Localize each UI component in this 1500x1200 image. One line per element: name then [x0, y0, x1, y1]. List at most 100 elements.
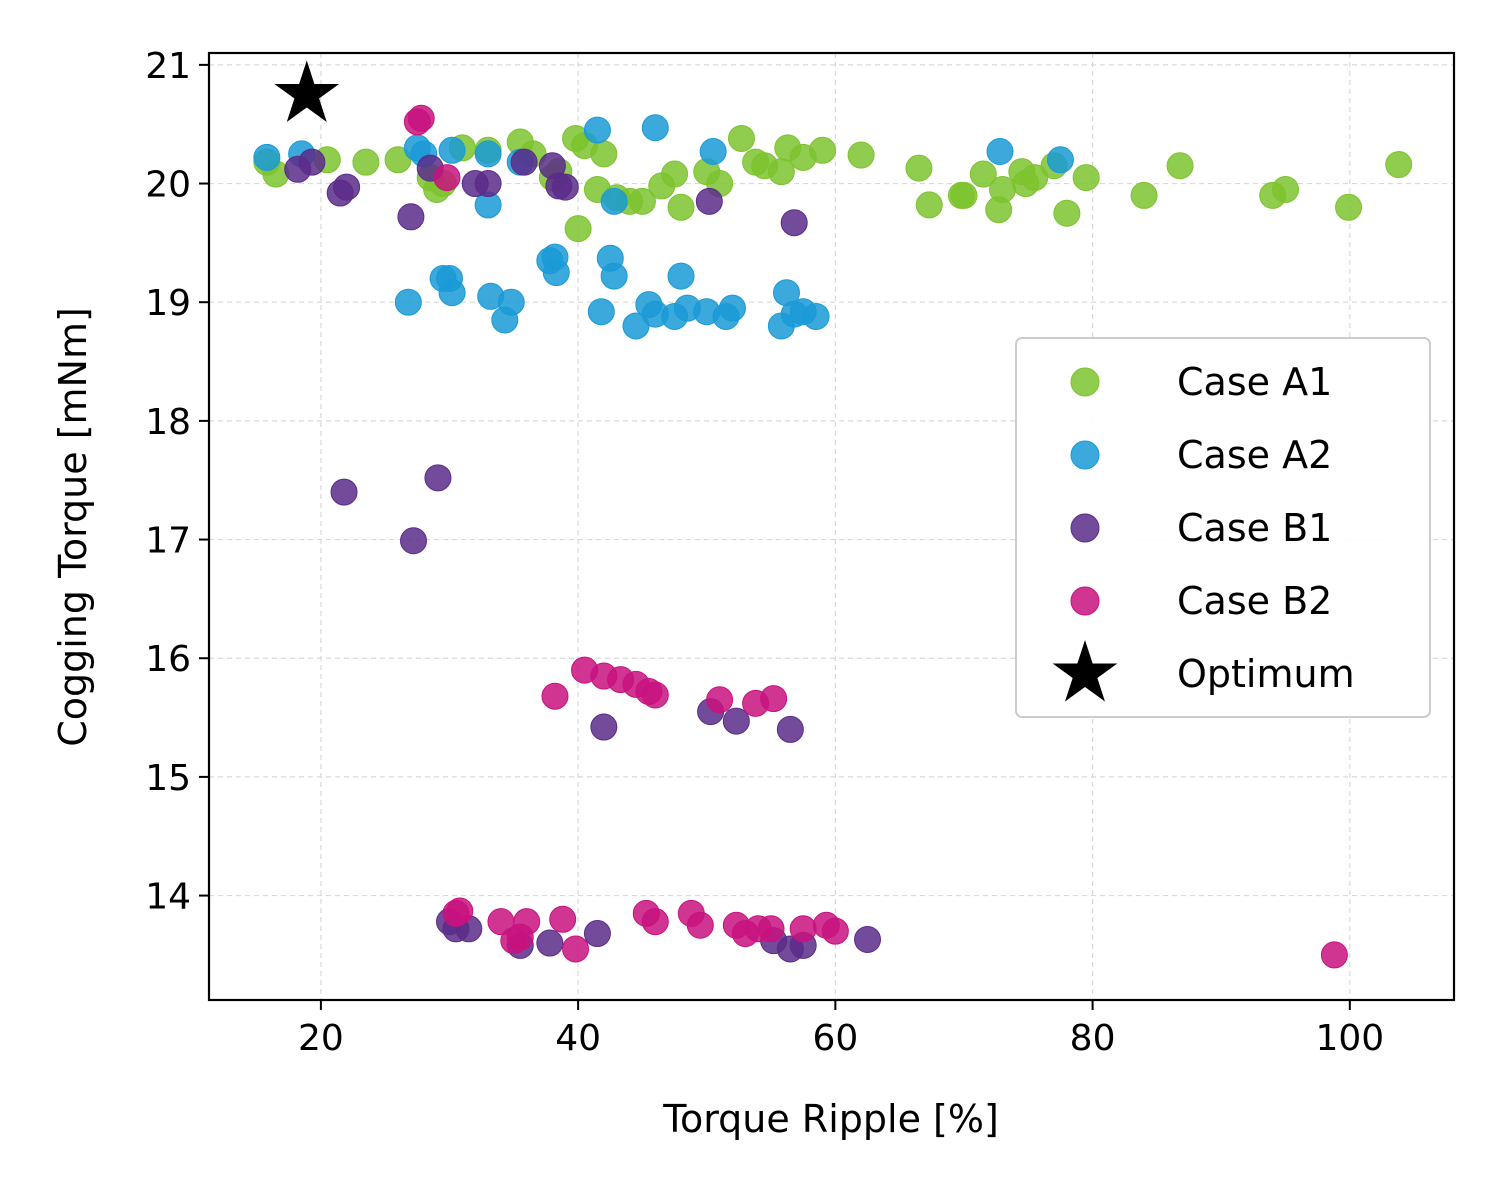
data-point — [802, 302, 830, 330]
y-tick-label: 20 — [145, 165, 191, 206]
y-tick-label: 16 — [145, 639, 191, 680]
data-point — [667, 193, 695, 221]
data-point — [541, 682, 569, 710]
data-point — [474, 170, 502, 198]
data-point — [969, 160, 997, 188]
data-point — [1046, 146, 1074, 174]
y-tick-label: 15 — [145, 758, 191, 799]
data-point — [399, 527, 427, 555]
data-point — [661, 160, 689, 188]
data-point — [600, 187, 628, 215]
data-point — [847, 141, 875, 169]
legend-item: Case A2 — [1070, 433, 1332, 477]
legend-item: Case A1 — [1070, 360, 1332, 404]
data-point — [905, 154, 933, 182]
data-point — [628, 187, 656, 215]
data-point — [915, 191, 943, 219]
data-point — [986, 137, 1014, 165]
data-point — [600, 262, 628, 290]
data-point — [330, 478, 358, 506]
data-point — [641, 681, 669, 709]
x-tick-label: 20 — [298, 1018, 344, 1059]
data-point — [583, 920, 611, 948]
y-tick-label: 21 — [145, 46, 191, 87]
data-point — [950, 181, 978, 209]
legend-label: Case B2 — [1177, 579, 1332, 623]
data-point — [727, 124, 755, 152]
y-tick-label: 19 — [145, 283, 191, 324]
data-point — [1166, 152, 1194, 180]
data-point — [590, 140, 618, 168]
data-point — [438, 136, 466, 164]
series-optimum — [274, 60, 340, 123]
data-point — [1130, 181, 1158, 209]
legend-item: Case B1 — [1070, 506, 1332, 550]
data-point — [424, 464, 452, 492]
x-tick-label: 80 — [1070, 1018, 1116, 1059]
data-point — [562, 935, 590, 963]
legend-item: Case B2 — [1070, 579, 1332, 623]
data-point — [536, 929, 564, 957]
y-axis-label: Cogging Torque [mNm] — [51, 307, 95, 747]
y-tick-label: 17 — [145, 521, 191, 562]
data-point — [497, 288, 525, 316]
data-points — [253, 60, 1413, 969]
data-point — [641, 908, 669, 936]
data-point — [718, 294, 746, 322]
data-point — [1053, 199, 1081, 227]
data-point — [298, 148, 326, 176]
data-point — [590, 713, 618, 741]
x-tick-label: 40 — [555, 1018, 601, 1059]
data-point — [551, 173, 579, 201]
data-point — [564, 215, 592, 243]
plot-frame — [207, 51, 1456, 1002]
legend-marker — [1070, 513, 1100, 543]
x-axis-label: Torque Ripple [%] — [662, 1097, 999, 1141]
data-point — [776, 715, 804, 743]
data-point — [433, 164, 461, 192]
data-point — [821, 917, 849, 945]
data-point — [394, 288, 422, 316]
data-point — [438, 279, 466, 307]
data-point — [513, 908, 541, 936]
data-point — [474, 140, 502, 168]
data-point — [757, 915, 785, 943]
data-point — [333, 173, 361, 201]
data-point — [808, 136, 836, 164]
data-point — [686, 911, 714, 939]
axis-ticks: 20 40 60 80 100 14 15 16 17 18 19 20 21 — [145, 46, 1384, 1059]
data-point — [1072, 164, 1100, 192]
legend-box — [1015, 337, 1431, 718]
data-point — [1335, 193, 1363, 221]
legend-label: Case B1 — [1177, 506, 1332, 550]
x-tick-label: 100 — [1315, 1018, 1384, 1059]
data-point — [706, 686, 734, 714]
legend-marker — [1070, 586, 1100, 616]
optimum-star — [274, 60, 340, 123]
data-point — [780, 209, 808, 237]
legend-label: Optimum — [1177, 652, 1355, 696]
legend-item: Optimum — [1052, 640, 1355, 702]
data-point — [583, 116, 611, 144]
data-point — [789, 915, 817, 943]
data-point — [695, 187, 723, 215]
data-point — [549, 905, 577, 933]
data-point — [667, 262, 695, 290]
series-case-b2 — [403, 104, 1348, 969]
legend-label: Case A1 — [1177, 360, 1332, 404]
data-point — [542, 259, 570, 287]
x-tick-label: 60 — [812, 1018, 858, 1059]
data-point — [699, 137, 727, 165]
data-point — [767, 158, 795, 186]
data-point — [587, 298, 615, 326]
data-point — [352, 148, 380, 176]
data-point — [1272, 175, 1300, 203]
y-tick-label: 18 — [145, 402, 191, 443]
data-point — [1320, 941, 1348, 969]
legend-label: Case A2 — [1177, 433, 1332, 477]
data-point — [854, 925, 882, 953]
legend-marker — [1070, 367, 1100, 397]
legend-marker — [1070, 440, 1100, 470]
y-tick-label: 14 — [145, 877, 191, 918]
